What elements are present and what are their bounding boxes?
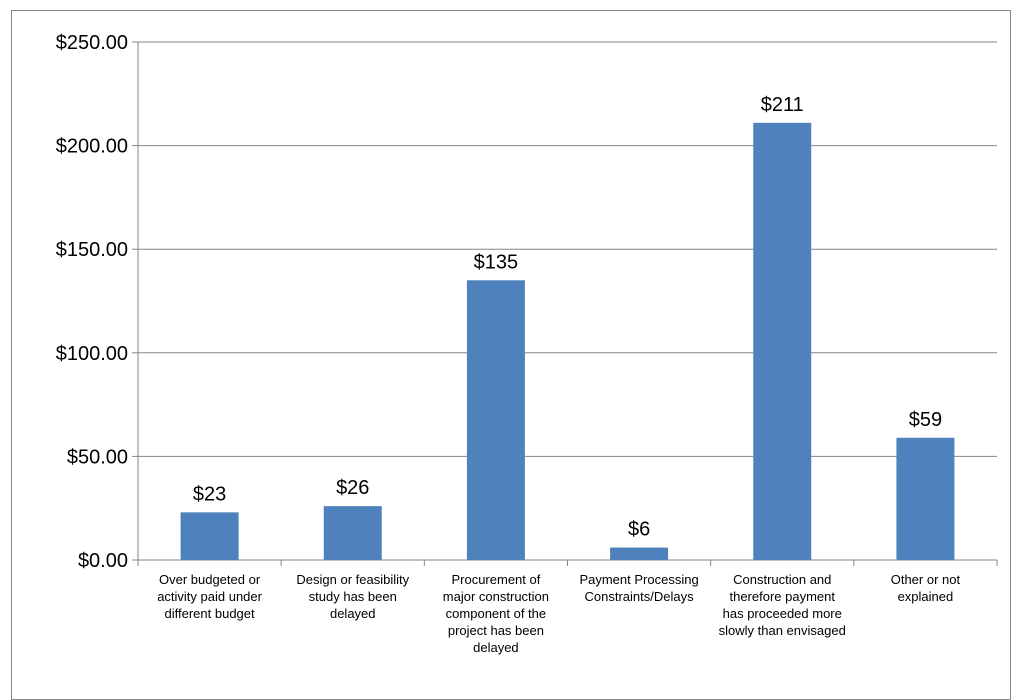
bar-chart: $0.00 $50.00 $100.00 $150.00 $200.00 $250.00 $… <box>56 32 998 572</box>
y-tick-label: $250.00 <box>56 32 128 54</box>
x-tick-label-line: slowly than envisaged <box>718 623 846 638</box>
x-tick-label-line: Design or feasibility <box>296 572 410 587</box>
bar <box>466 280 525 560</box>
x-tick-label-line: Over budgeted or <box>158 572 261 587</box>
x-tick-label-line: delayed <box>329 606 376 621</box>
x-tick-label-line: Other or not <box>890 572 961 587</box>
x-tick-label-line: therefore payment <box>729 589 835 604</box>
y-tick-label: $0.00 <box>78 550 128 572</box>
data-label: $211 <box>761 94 804 116</box>
y-tick-label: $100.00 <box>56 343 128 365</box>
x-tick-label-line: study has been <box>308 589 397 604</box>
x-tick-label-line: Constraints/Delays <box>584 589 694 604</box>
bar <box>753 122 812 561</box>
x-tick-label: Procurement of major construction componen… <box>426 571 566 656</box>
x-tick-label-line: explained <box>897 589 954 604</box>
bar <box>896 437 955 560</box>
x-tick-label-line: has proceeded more <box>722 606 842 621</box>
x-tick-label-line: major construction <box>442 589 550 604</box>
x-tick-label: Payment Processing Constraints/Delays <box>569 571 709 605</box>
data-label: $23 <box>193 483 226 505</box>
x-tick-label: Other or not explained <box>855 571 995 605</box>
bar <box>180 512 239 560</box>
x-tick-label-line: project has been <box>447 623 544 638</box>
data-label: $26 <box>336 477 369 499</box>
x-tick-label-line: delayed <box>473 640 519 655</box>
y-tick-label: $50.00 <box>67 446 128 468</box>
x-tick-label-line: different budget <box>164 606 255 621</box>
data-label: $6 <box>628 519 650 541</box>
y-tick-label: $200.00 <box>56 136 128 158</box>
x-tick-label-line: Construction and <box>733 572 832 587</box>
x-tick-label-line: Procurement of <box>451 572 541 587</box>
bar <box>610 547 669 560</box>
x-tick-label: Design or feasibility study has been delay… <box>283 571 423 622</box>
y-tick-label: $150.00 <box>56 239 128 261</box>
x-tick-label-line: Payment Processing <box>579 572 699 587</box>
data-label: $135 <box>474 251 519 273</box>
data-label: $59 <box>909 409 942 431</box>
bar <box>323 506 382 560</box>
x-tick-label: Over budgeted or activity paid under diffe… <box>140 571 280 622</box>
x-tick-label-line: component of the <box>445 606 547 621</box>
x-tick-label-line: activity paid under <box>157 589 262 604</box>
x-tick-label: Construction and therefore payment has pro… <box>712 571 852 639</box>
